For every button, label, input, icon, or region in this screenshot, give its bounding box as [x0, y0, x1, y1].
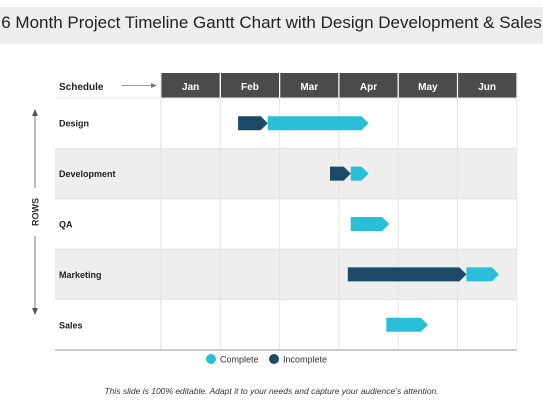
title-bar [0, 7, 543, 44]
complete-bar [350, 217, 390, 231]
complete-bar [350, 166, 369, 181]
legend-label: Complete [220, 355, 259, 365]
schedule-arrow-head [151, 83, 157, 88]
page-title: 6 Month Project Timeline Gantt Chart wit… [1, 13, 542, 32]
rows-arrow-down [32, 308, 38, 315]
legend-swatch [269, 354, 279, 364]
rows-arrow-up [32, 109, 38, 116]
incomplete-bar [238, 116, 268, 131]
schedule-label: Schedule [59, 82, 104, 93]
complete-bar [386, 317, 428, 332]
month-label: May [418, 82, 438, 93]
incomplete-bar [330, 166, 351, 181]
month-label: Mar [300, 82, 318, 93]
month-label: Jan [182, 82, 199, 93]
task-label: Design [59, 119, 89, 129]
incomplete-bar [347, 267, 467, 282]
month-label: Jun [478, 82, 496, 93]
rows-axis-label: ROWS [31, 198, 41, 226]
complete-bar [466, 267, 500, 282]
task-label: Development [59, 169, 116, 179]
task-label: Sales [59, 320, 83, 330]
task-label: Marketing [59, 270, 102, 280]
legend-label: Incomplete [283, 355, 327, 365]
month-label: Feb [241, 82, 259, 93]
row-band [55, 148, 517, 199]
month-label: Apr [360, 82, 377, 93]
complete-bar [267, 116, 369, 131]
task-label: QA [59, 220, 73, 230]
legend-swatch [206, 354, 216, 364]
footer-note: This slide is 100% editable. Adapt it to… [104, 386, 439, 396]
